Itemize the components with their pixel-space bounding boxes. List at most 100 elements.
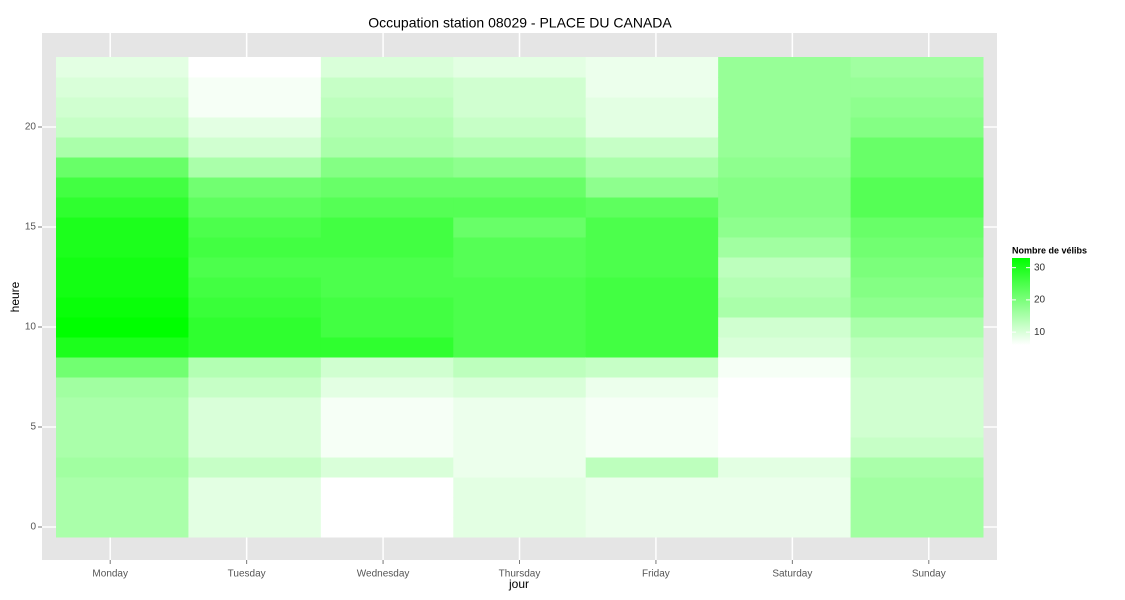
heat-cell	[188, 397, 322, 418]
legend-label: 20	[1034, 295, 1046, 306]
heat-cell	[453, 57, 587, 78]
heat-cell	[585, 497, 719, 518]
y-tick-label: 0	[30, 522, 36, 533]
heat-cell	[188, 297, 322, 318]
heat-cell	[56, 77, 189, 98]
heat-cell	[453, 77, 587, 98]
heat-cell	[188, 417, 322, 438]
heat-cell	[718, 337, 852, 358]
heat-cell	[56, 437, 189, 458]
heat-cell	[850, 377, 984, 398]
heat-cell	[320, 417, 454, 438]
heat-cell	[453, 237, 587, 258]
x-tick-label: Thursday	[499, 569, 541, 580]
heat-cell	[188, 57, 322, 78]
heat-cell	[453, 437, 587, 458]
heat-cell	[850, 397, 984, 418]
heat-cell	[585, 457, 719, 478]
heat-cell	[320, 197, 454, 218]
heat-cell	[718, 97, 852, 118]
heat-cell	[718, 357, 852, 378]
heat-cell	[718, 297, 852, 318]
heat-cell	[585, 317, 719, 338]
heat-cell	[585, 237, 719, 258]
heat-cell	[585, 77, 719, 98]
heat-cell	[320, 177, 454, 198]
heat-cell	[188, 437, 322, 458]
heat-cell	[718, 137, 852, 158]
heat-cell	[850, 357, 984, 378]
x-tick-label: Friday	[642, 569, 670, 580]
heat-cell	[718, 117, 852, 138]
heat-cell	[585, 197, 719, 218]
heat-cell	[56, 97, 189, 118]
x-tick-label: Tuesday	[228, 569, 266, 580]
heat-cell	[453, 497, 587, 518]
heat-cell	[585, 57, 719, 78]
heat-cell	[188, 277, 322, 298]
heat-cell	[188, 317, 322, 338]
heat-cell	[56, 477, 189, 498]
heat-cell	[188, 197, 322, 218]
heat-cell	[453, 197, 587, 218]
heat-cell	[56, 137, 189, 158]
heat-cell	[320, 517, 454, 538]
heat-cell	[850, 477, 984, 498]
heat-cell	[585, 177, 719, 198]
heat-cell	[585, 137, 719, 158]
heat-cell	[850, 497, 984, 518]
heat-cell	[56, 397, 189, 418]
heat-cell	[718, 277, 852, 298]
heat-cell	[320, 97, 454, 118]
heat-cell	[188, 217, 322, 238]
heat-cell	[56, 517, 189, 538]
y-tick-label: 10	[25, 322, 37, 333]
heat-cell	[453, 137, 587, 158]
heat-cell	[320, 357, 454, 378]
heat-cell	[453, 477, 587, 498]
heat-cell	[850, 317, 984, 338]
heat-cell	[718, 497, 852, 518]
heat-cell	[453, 397, 587, 418]
heat-cell	[850, 337, 984, 358]
heat-cell	[453, 517, 587, 538]
heat-cell	[850, 237, 984, 258]
heat-cell	[585, 217, 719, 238]
legend-bar	[1012, 258, 1030, 345]
heat-cell	[850, 257, 984, 278]
heat-cell	[56, 197, 189, 218]
heat-cell	[320, 297, 454, 318]
heat-cell	[320, 497, 454, 518]
heat-cell	[188, 97, 322, 118]
heat-cell	[320, 437, 454, 458]
heat-cell	[850, 457, 984, 478]
heat-cell	[718, 257, 852, 278]
heat-cell	[718, 57, 852, 78]
heat-cell	[585, 517, 719, 538]
heat-cell	[718, 457, 852, 478]
heat-cell	[585, 437, 719, 458]
heat-cell	[850, 97, 984, 118]
heat-cell	[320, 337, 454, 358]
heat-cell	[188, 157, 322, 178]
heat-cell	[188, 377, 322, 398]
heat-cell	[320, 217, 454, 238]
heat-cell	[718, 397, 852, 418]
y-tick-label: 20	[25, 122, 37, 133]
heat-cell	[850, 137, 984, 158]
heat-cell	[453, 277, 587, 298]
heat-cell	[188, 497, 322, 518]
heat-cell	[188, 357, 322, 378]
heat-cell	[56, 177, 189, 198]
heat-cell	[718, 217, 852, 238]
heat-cell	[453, 117, 587, 138]
heat-cell	[718, 197, 852, 218]
heat-cell	[850, 157, 984, 178]
heat-cell	[850, 297, 984, 318]
heat-cell	[453, 337, 587, 358]
heat-cell	[320, 257, 454, 278]
y-axis-label: heure	[8, 281, 22, 312]
heat-cell	[585, 477, 719, 498]
y-tick-label: 15	[25, 222, 37, 233]
